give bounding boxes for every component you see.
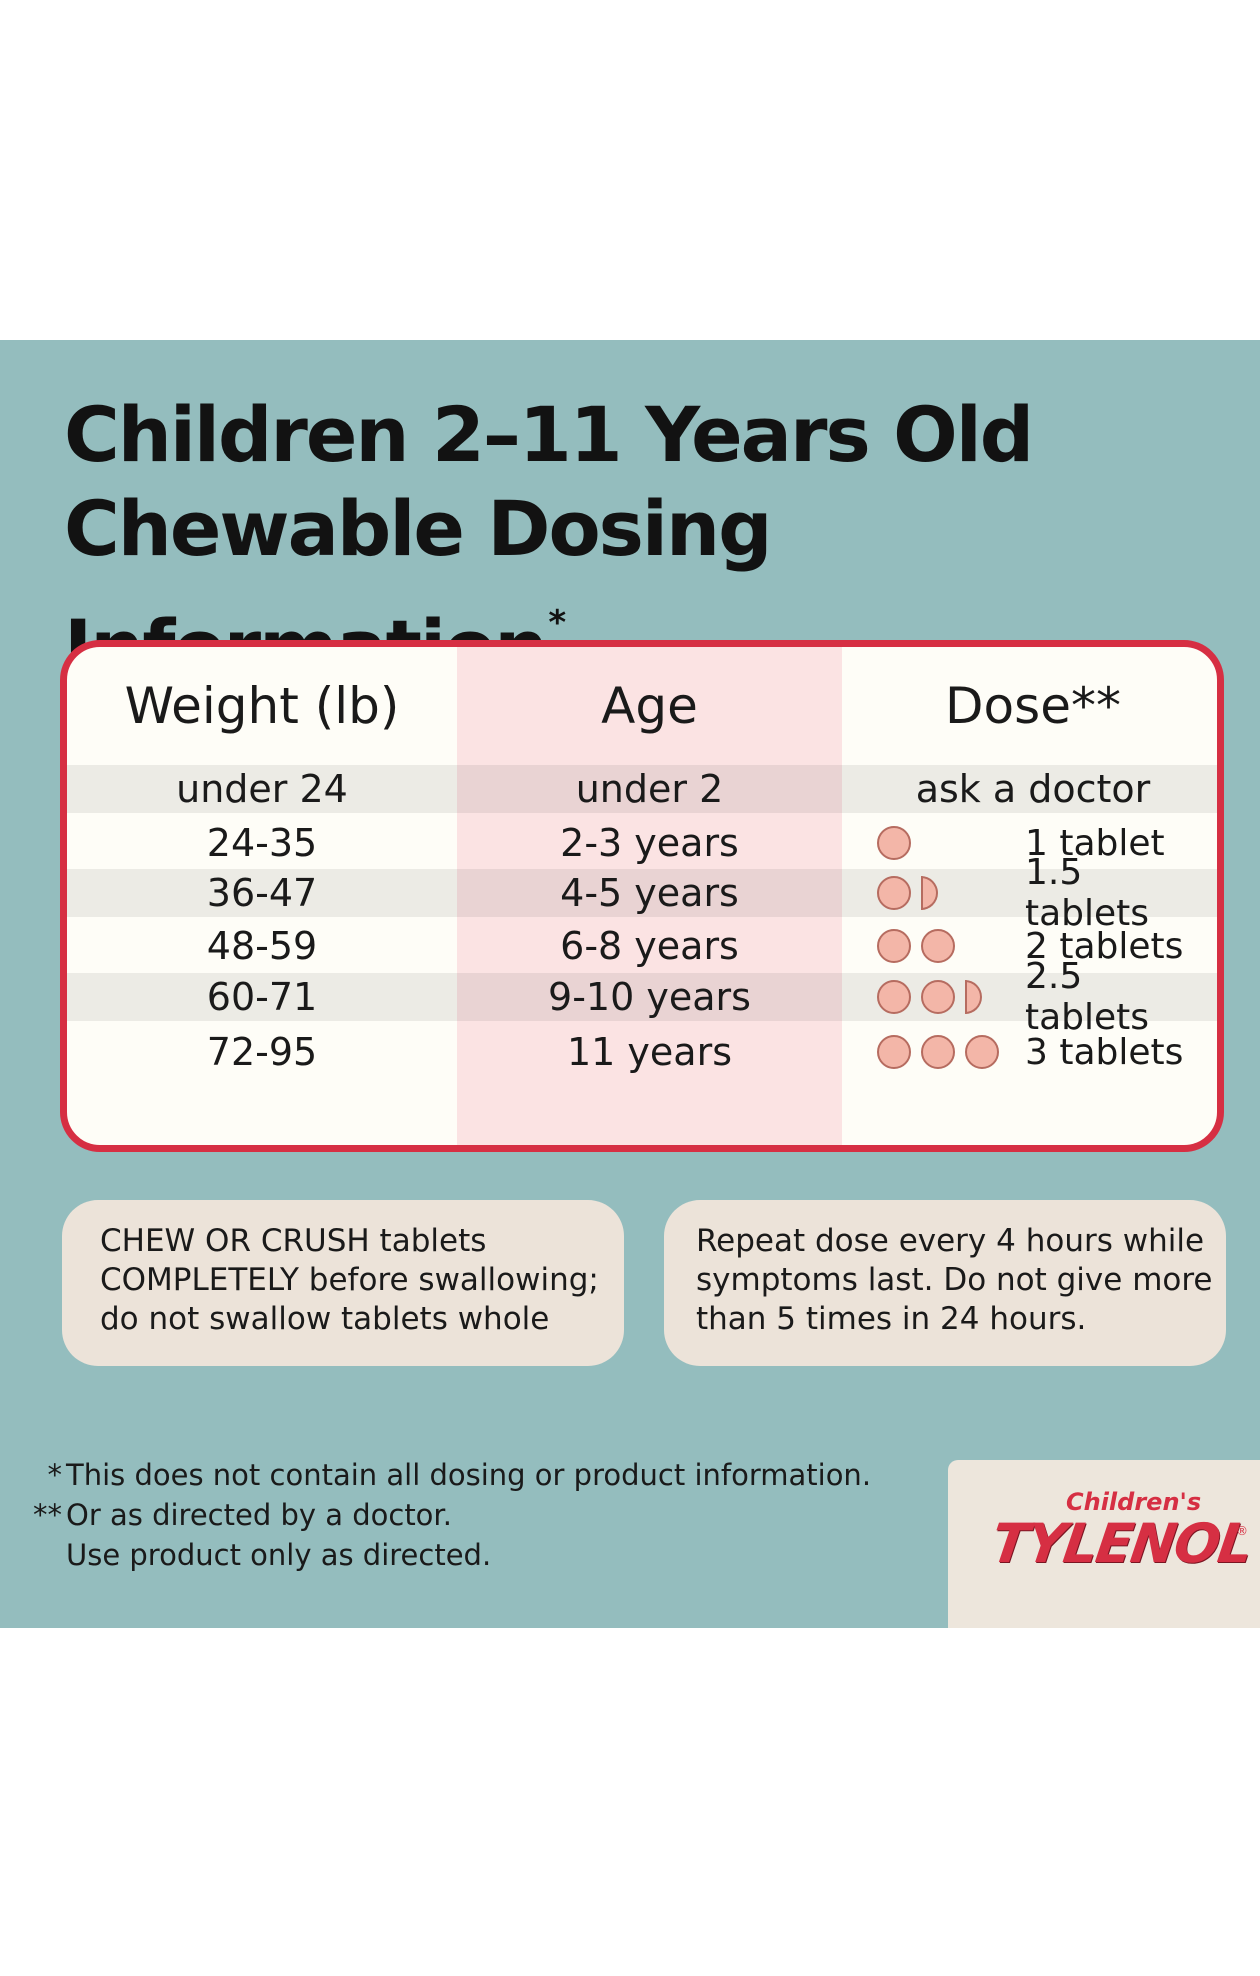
tablet-icon <box>921 1035 955 1069</box>
weight-cell: 24-35 <box>206 821 318 865</box>
title-asterisk: * <box>548 603 566 643</box>
tablet-icon <box>877 876 911 910</box>
table-row: 60-71 9-10 years 2.5 tablets <box>67 956 1217 1038</box>
table-row: 72-95 11 years 3 tablets <box>67 1023 1217 1081</box>
repeat-dose-note: Repeat dose every 4 hours while symptoms… <box>664 1200 1226 1366</box>
note-line: Repeat dose every 4 hours while <box>696 1223 1205 1259</box>
age-cell: 9-10 years <box>548 975 751 1019</box>
tablet-icons <box>877 1023 999 1081</box>
tablet-icon <box>877 980 911 1014</box>
table-header-row: Weight (lb) Age Dose** <box>67 647 1217 765</box>
half-tablet-icon <box>921 876 938 910</box>
age-cell: 6-8 years <box>560 924 739 968</box>
weight-cell: 36-47 <box>206 871 318 915</box>
age-cell: 11 years <box>566 1030 732 1074</box>
dose-cell: 2.5 tablets <box>1025 956 1150 1038</box>
row-stripe <box>67 869 1217 917</box>
chew-instruction-note: CHEW OR CRUSH tablets COMPLETELY before … <box>62 1200 624 1366</box>
tablet-icon <box>921 980 955 1014</box>
age-cell: under 2 <box>575 767 724 811</box>
footnote: ** Or as directed by a doctor. <box>28 1495 871 1535</box>
footnote: Use product only as directed. <box>28 1535 871 1575</box>
dose-cell: 1.5 tablets <box>1025 852 1150 934</box>
footnote-text: Or as directed by a doctor. <box>66 1498 452 1532</box>
footnote-text: Use product only as directed. <box>66 1538 492 1572</box>
age-cell: 4-5 years <box>560 871 739 915</box>
footnote-mark: * <box>47 1458 63 1492</box>
dose-cell: 3 tablets <box>1025 1031 1184 1073</box>
note-line: than 5 times in 24 hours. <box>696 1301 1087 1337</box>
tablet-icon <box>877 929 911 963</box>
footnote: * This does not contain all dosing or pr… <box>28 1455 872 1495</box>
title-line-1: Children 2–11 Years Old <box>64 390 1034 479</box>
weight-cell: 60-71 <box>206 975 318 1019</box>
tablet-icons <box>877 919 955 973</box>
note-line: do not swallow tablets whole <box>100 1301 550 1337</box>
table-row: 36-47 4-5 years 1.5 tablets <box>67 852 1217 934</box>
footnote-mark: ** <box>33 1498 62 1532</box>
note-line: symptoms last. Do not give more <box>696 1262 1213 1298</box>
weight-cell: 72-95 <box>206 1030 318 1074</box>
table-row: under 24 under 2 ask a doctor <box>67 765 1217 813</box>
footnote-text: This does not contain all dosing or prod… <box>66 1458 872 1492</box>
dose-cell: 1 tablet <box>1025 822 1165 864</box>
row-stripe <box>67 973 1217 1021</box>
footnote-mark <box>28 1535 62 1575</box>
brand-logo: Children's TYLENOL ® <box>948 1460 1260 1628</box>
dosing-table: Weight (lb) Age Dose** under 24 under 2 … <box>60 640 1224 1152</box>
dose-cell: 2 tablets <box>1025 925 1184 967</box>
table-row: 24-35 2-3 years 1 tablet <box>67 817 1217 869</box>
weight-cell: 48-59 <box>206 924 318 968</box>
tablet-icons <box>877 973 982 1021</box>
tablet-icon <box>921 929 955 963</box>
registered-mark: ® <box>1236 1524 1248 1538</box>
table-row: 48-59 6-8 years 2 tablets <box>67 919 1217 973</box>
dose-cell: ask a doctor <box>915 767 1151 811</box>
tablet-icon <box>877 826 911 860</box>
footnotes: * This does not contain all dosing or pr… <box>28 1455 871 1575</box>
header-weight: Weight (lb) <box>124 677 400 735</box>
dosing-panel: Children 2–11 Years Old Chewable Dosing … <box>0 340 1260 1628</box>
age-cell: 2-3 years <box>560 821 739 865</box>
tablet-icon <box>965 1035 999 1069</box>
note-line: COMPLETELY before swallowing; <box>100 1262 599 1298</box>
tablet-icons <box>877 869 938 917</box>
brand-name: TYLENOL <box>987 1512 1256 1575</box>
note-line: CHEW OR CRUSH tablets <box>100 1223 487 1259</box>
tablet-icons <box>877 817 911 869</box>
half-tablet-icon <box>965 980 982 1014</box>
age-column-highlight <box>457 647 842 1145</box>
header-dose: Dose** <box>945 677 1121 735</box>
tablet-icon <box>877 1035 911 1069</box>
row-stripe <box>67 765 1217 813</box>
header-age: Age <box>601 677 698 735</box>
weight-cell: under 24 <box>176 767 348 811</box>
brand-subtitle: Children's <box>1066 1488 1202 1516</box>
